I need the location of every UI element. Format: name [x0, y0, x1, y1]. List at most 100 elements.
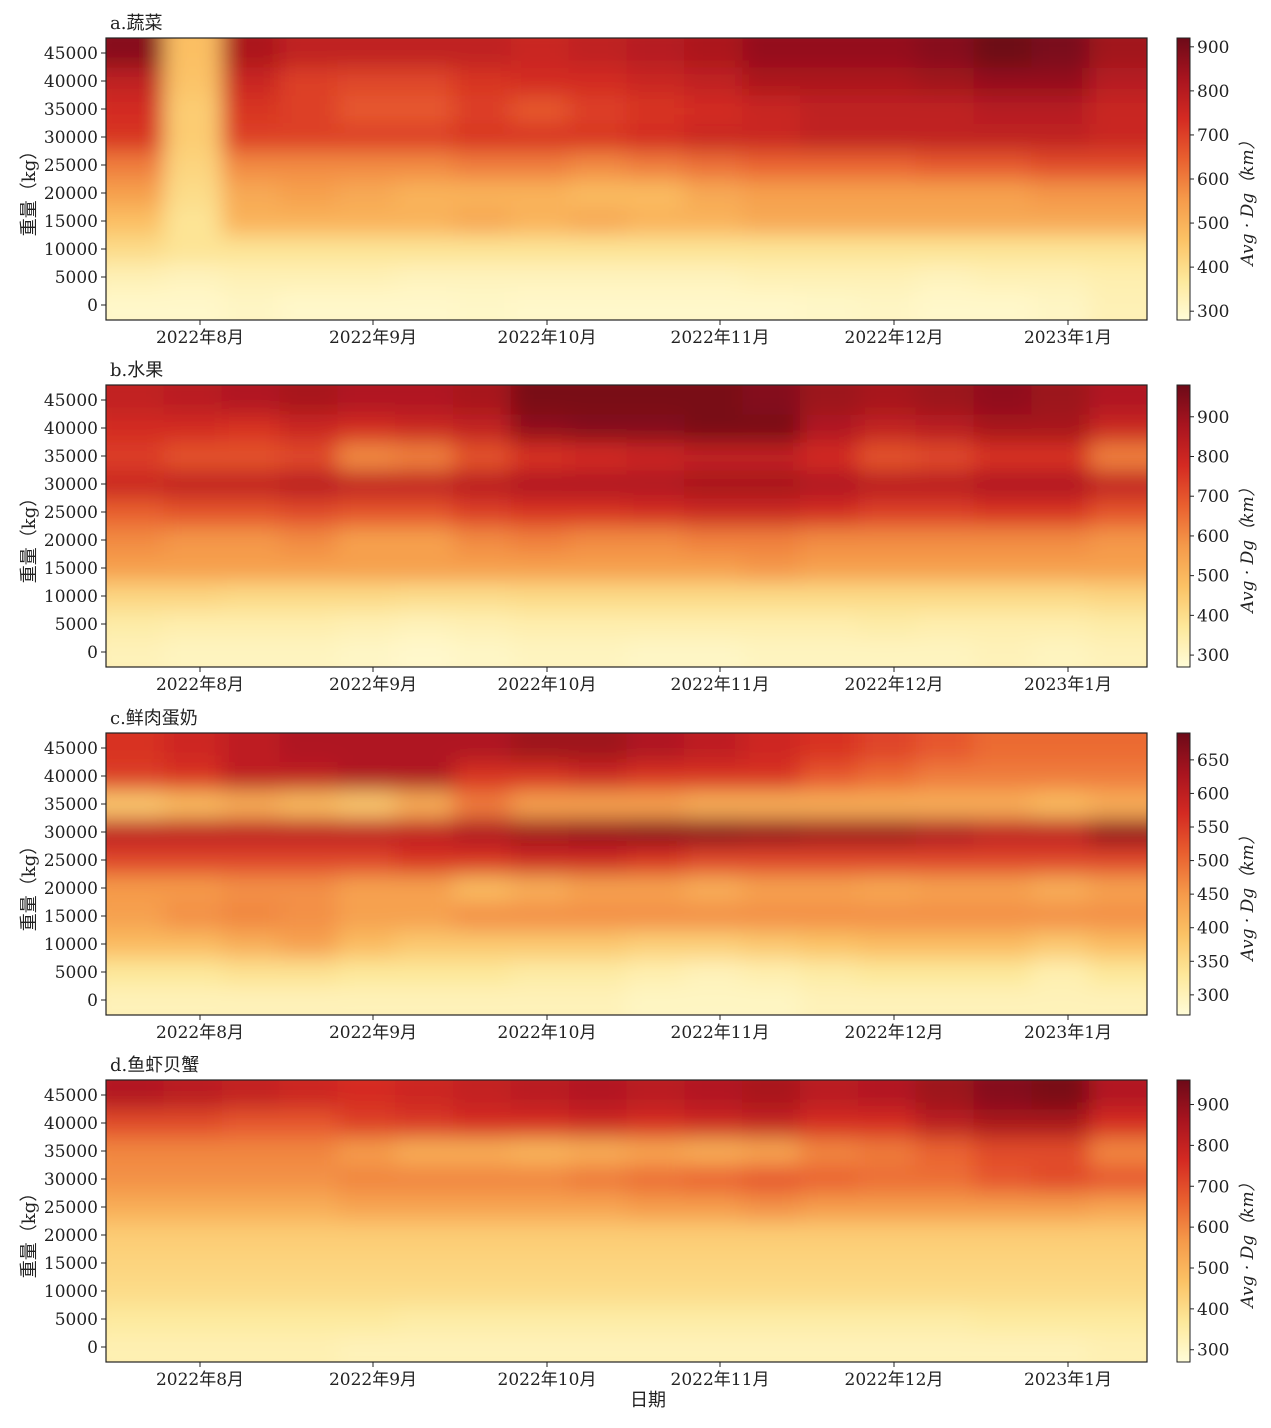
- heat-cell: [915, 1137, 975, 1166]
- heat-cell: [1031, 958, 1090, 987]
- heat-cell: [973, 1221, 1032, 1250]
- heat-cell: [221, 207, 281, 236]
- heat-cell: [106, 179, 165, 208]
- heat-cell: [1089, 67, 1147, 96]
- heat-cell: [973, 1305, 1032, 1334]
- heat-cell: [221, 95, 281, 124]
- heat-cell: [568, 207, 628, 236]
- heat-cell: [510, 38, 570, 68]
- y-tick-label: 45000: [44, 739, 98, 759]
- heat-cell: [106, 442, 165, 471]
- heat-cell: [568, 38, 628, 68]
- heat-cell: [106, 414, 165, 443]
- heat-cell: [163, 263, 223, 292]
- heat-cell: [453, 1137, 512, 1166]
- heat-cell: [626, 414, 685, 443]
- heat-cell: [742, 1165, 801, 1194]
- colorbar-tick-label: 400: [1197, 1300, 1229, 1320]
- heat-cell: [279, 414, 338, 443]
- heat-cell: [857, 790, 917, 819]
- heat-cell: [163, 986, 223, 1015]
- heat-cell: [510, 762, 570, 791]
- heat-cell: [163, 1109, 223, 1138]
- heat-cell: [510, 1193, 570, 1222]
- heat-cell: [1089, 930, 1147, 959]
- heat-cell: [568, 818, 628, 847]
- heat-cell: [1031, 123, 1090, 152]
- colorbar-tick-label: 800: [1197, 447, 1229, 467]
- heat-cell: [742, 790, 801, 819]
- heat-cell: [857, 958, 917, 987]
- heat-cell: [221, 498, 281, 527]
- heat-cell: [742, 95, 801, 124]
- y-tick-label: 45000: [44, 1086, 98, 1106]
- heat-cell: [568, 498, 628, 527]
- heat-cell: [1089, 235, 1147, 264]
- heat-cell: [742, 207, 801, 236]
- heat-cell: [973, 1080, 1032, 1110]
- heat-cell: [1031, 291, 1090, 320]
- heat-cell: [684, 874, 743, 903]
- heat-cell: [395, 263, 454, 292]
- heat-cell: [395, 123, 454, 152]
- heat-cell: [742, 902, 801, 931]
- heat-cell: [742, 385, 801, 415]
- heat-cell: [221, 902, 281, 931]
- heat-cell: [221, 151, 281, 180]
- heat-cell: [279, 554, 338, 583]
- heat-cell: [163, 414, 223, 443]
- heat-cell: [973, 179, 1032, 208]
- heat-cell: [279, 1249, 338, 1278]
- heat-cell: [395, 762, 454, 791]
- heat-cell: [163, 442, 223, 471]
- heat-cell: [1089, 1165, 1147, 1194]
- heat-cell: [973, 38, 1032, 68]
- heat-cell: [395, 958, 454, 987]
- x-tick-label: 2022年9月: [329, 675, 417, 695]
- heat-cell: [279, 818, 338, 847]
- heat-cell: [915, 610, 975, 639]
- heat-cell: [1089, 179, 1147, 208]
- heat-cell: [510, 414, 570, 443]
- heat-cell: [742, 1277, 801, 1306]
- heat-cell: [279, 385, 338, 415]
- heat-cell: [221, 874, 281, 903]
- heat-cell: [106, 582, 165, 611]
- heat-cell: [337, 470, 396, 499]
- heat-cell: [279, 762, 338, 791]
- heat-cell: [857, 554, 917, 583]
- heat-cell: [800, 1080, 859, 1110]
- heat-cell: [800, 582, 859, 611]
- heat-cell: [279, 1165, 338, 1194]
- heat-cell: [510, 1333, 570, 1362]
- heat-cell: [337, 1221, 396, 1250]
- heat-cell: [106, 1333, 165, 1362]
- heat-cell: [742, 67, 801, 96]
- heat-cell: [568, 179, 628, 208]
- heat-cell: [973, 235, 1032, 264]
- heat-cell: [1089, 958, 1147, 987]
- heat-cell: [857, 874, 917, 903]
- heat-cell: [1031, 1221, 1090, 1250]
- heat-cell: [973, 151, 1032, 180]
- heat-cell: [453, 123, 512, 152]
- heat-cell: [1089, 610, 1147, 639]
- heat-cell: [857, 526, 917, 555]
- y-tick-label: 40000: [44, 1114, 98, 1134]
- heat-cell: [395, 1305, 454, 1334]
- heat-cell: [106, 762, 165, 791]
- heat-cell: [453, 1249, 512, 1278]
- heat-cell: [684, 291, 743, 320]
- heat-cell: [684, 1193, 743, 1222]
- x-tick-label: 2023年1月: [1024, 675, 1112, 695]
- heat-cell: [163, 498, 223, 527]
- heat-cell: [221, 414, 281, 443]
- heat-cell: [626, 1333, 685, 1362]
- heat-cell: [279, 1333, 338, 1362]
- heat-cell: [453, 902, 512, 931]
- y-tick-label: 0: [87, 643, 98, 663]
- heat-cell: [337, 67, 396, 96]
- heat-cell: [800, 207, 859, 236]
- heat-cell: [395, 846, 454, 875]
- heat-cell: [395, 874, 454, 903]
